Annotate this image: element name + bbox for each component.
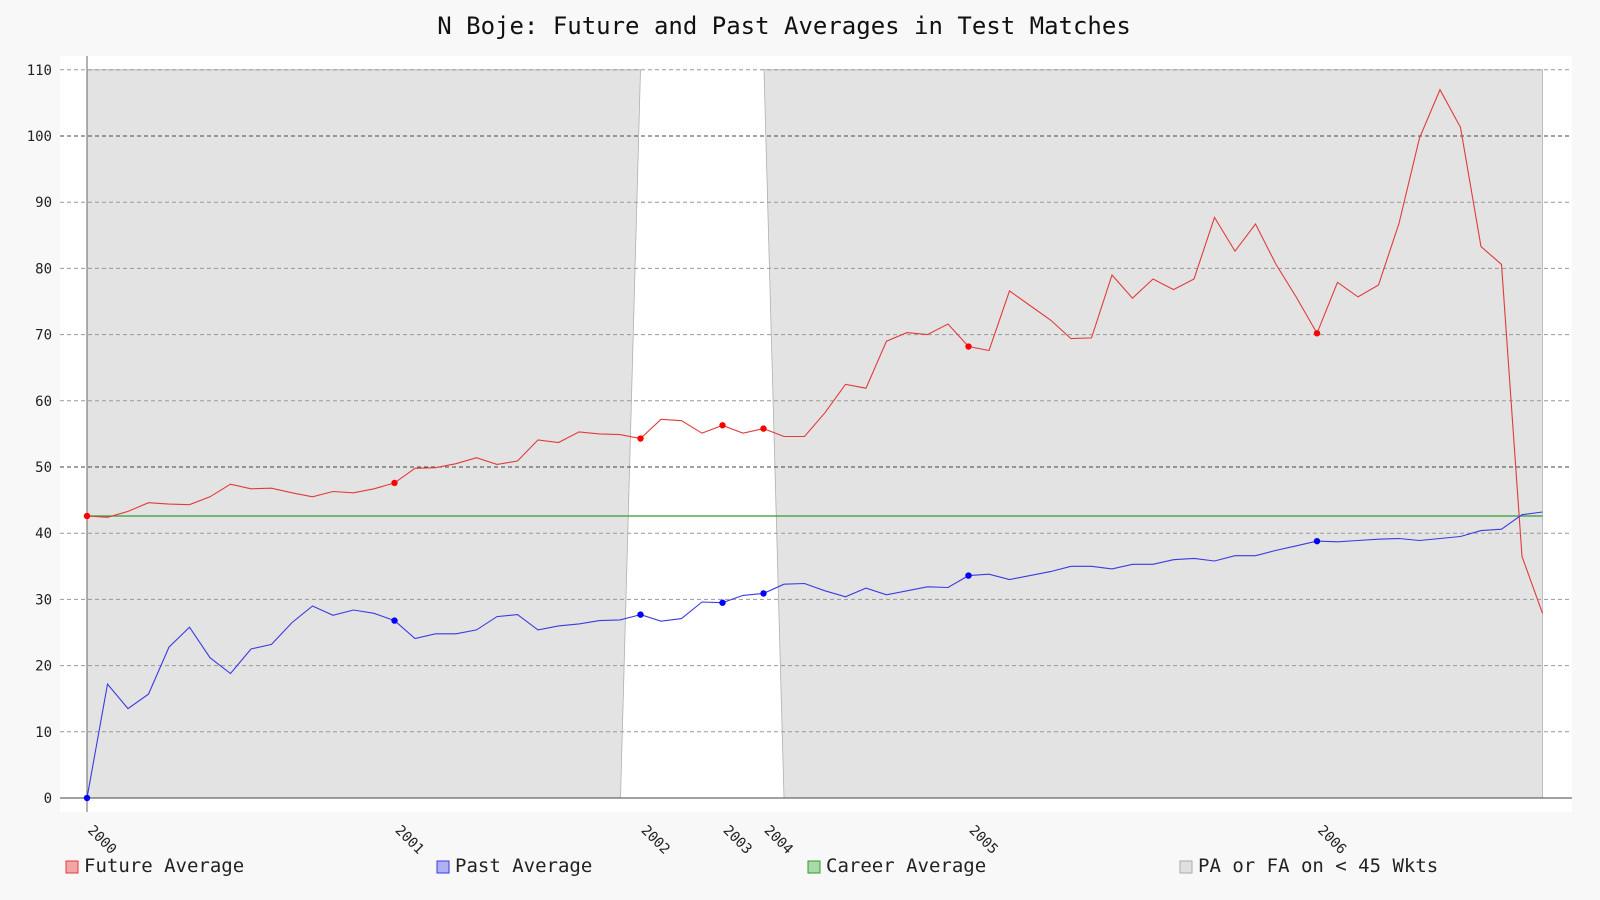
x-tick-label: 2003 bbox=[720, 823, 755, 858]
legend-label-career-average: Career Average bbox=[826, 855, 986, 877]
x-tick-label: 2005 bbox=[966, 823, 1001, 858]
past-average-point bbox=[719, 599, 726, 606]
y-tick-label: 110 bbox=[27, 63, 52, 79]
legend-label-future-average: Future Average bbox=[84, 855, 244, 877]
y-tick-label: 20 bbox=[35, 659, 52, 675]
y-tick-label: 30 bbox=[35, 592, 52, 608]
legend: Future Average Past Average Career Avera… bbox=[65, 855, 1438, 877]
future-average-point bbox=[391, 479, 398, 487]
legend-label-past-average: Past Average bbox=[455, 855, 592, 877]
past-average-point bbox=[1313, 537, 1321, 545]
y-tick-label: 100 bbox=[27, 129, 52, 145]
future-average-point bbox=[965, 343, 972, 350]
x-tick-label: 2002 bbox=[638, 823, 673, 858]
chart-title: N Boje: Future and Past Averages in Test… bbox=[437, 12, 1131, 40]
y-tick-label: 90 bbox=[35, 195, 52, 211]
y-tick-label: 50 bbox=[35, 460, 52, 476]
plot-area: 0 10 20 30 40 50 60 70 80 90 100 110 2000 2001 2002 200… bbox=[27, 56, 1572, 858]
x-tick-label: 2000 bbox=[84, 823, 119, 858]
future-average-line bbox=[86, 88, 1544, 614]
past-average-line bbox=[86, 511, 1543, 799]
past-average-point bbox=[760, 590, 767, 597]
y-tick-label: 60 bbox=[35, 394, 52, 410]
past-average-point bbox=[637, 611, 644, 618]
y-tick-label: 10 bbox=[35, 725, 52, 741]
x-tick-label: 2006 bbox=[1314, 823, 1349, 858]
legend-swatch-career-average bbox=[807, 860, 821, 874]
future-average-point bbox=[637, 435, 644, 442]
future-average-point bbox=[719, 422, 726, 429]
legend-label-shaded-region: PA or FA on < 45 Wkts bbox=[1198, 855, 1438, 877]
past-average-point bbox=[83, 794, 91, 802]
x-tick-label: 2001 bbox=[392, 823, 427, 858]
future-average-point bbox=[1313, 330, 1321, 337]
legend-swatch-shaded-region bbox=[1179, 860, 1193, 874]
past-average-point bbox=[965, 572, 972, 579]
past-average-point bbox=[391, 617, 398, 624]
shaded-region bbox=[86, 69, 1543, 799]
y-tick-label: 70 bbox=[35, 328, 52, 344]
y-tick-label: 80 bbox=[35, 261, 52, 277]
legend-swatch-past-average bbox=[436, 860, 450, 874]
future-average-point bbox=[83, 512, 91, 520]
y-tick-label: 0 bbox=[44, 791, 52, 807]
x-tick-label: 2004 bbox=[761, 823, 796, 858]
legend-swatch-future-average bbox=[65, 860, 79, 874]
y-tick-label: 40 bbox=[35, 526, 52, 542]
future-average-point bbox=[760, 425, 767, 432]
